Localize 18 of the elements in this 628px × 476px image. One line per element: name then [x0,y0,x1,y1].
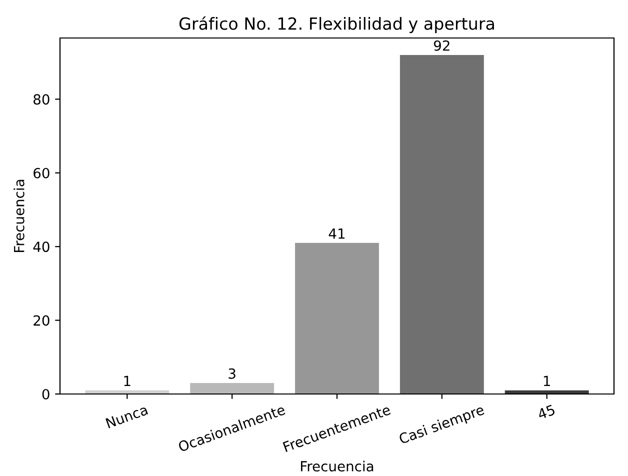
y-tick-label: 0 [42,388,50,400]
y-tick-label: 80 [34,94,50,105]
data-label: 41 [328,228,345,239]
y-tick-label: 20 [34,315,50,326]
bar [190,382,274,394]
x-tick-label: 45 [537,404,556,420]
data-label: 1 [124,376,130,386]
y-axis-title: Frecuencia [14,180,24,252]
data-label: 92 [434,40,450,51]
data-label: 1 [544,376,550,386]
bar [295,242,379,394]
bar [400,54,484,394]
chart-title: Gráfico No. 12. Flexibilidad y apertura [179,16,494,34]
data-label: 3 [228,368,236,379]
y-tick-label: 40 [33,242,50,252]
x-tick-label: Nunca [106,404,148,428]
x-axis-title: Frecuencia [301,460,374,472]
y-tick-label: 60 [34,168,50,178]
